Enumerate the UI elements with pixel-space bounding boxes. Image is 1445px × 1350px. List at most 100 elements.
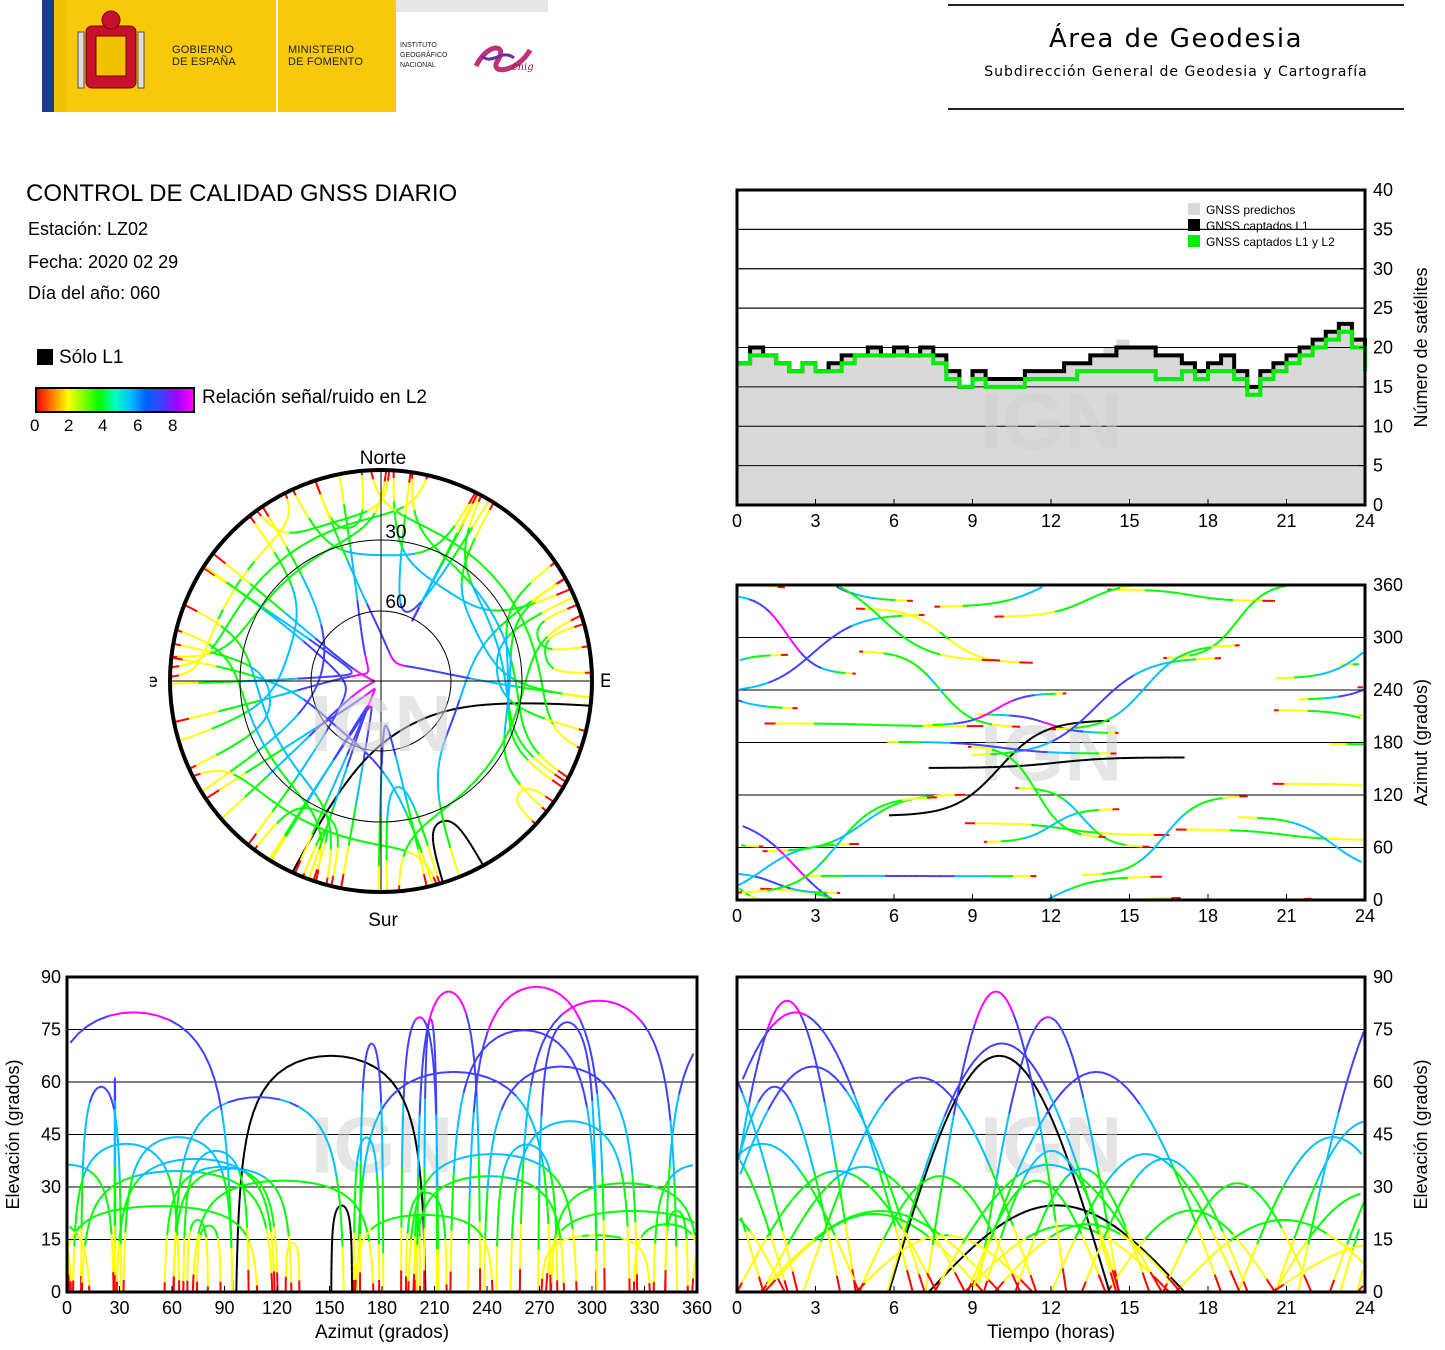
elaz-track-point — [672, 1170, 679, 1176]
elaz-track-point — [179, 1025, 190, 1035]
az-track-point — [1015, 749, 1022, 753]
az-track-point — [1042, 728, 1050, 733]
elaz-track-point — [557, 1042, 566, 1051]
elt-track-point — [1064, 1037, 1071, 1048]
elt-track-point — [922, 1231, 930, 1238]
skyplot-track-point — [544, 565, 551, 572]
elaz-track-point — [130, 1183, 136, 1192]
elaz-track-point — [279, 1098, 290, 1104]
area-title: Área de Geodesia — [1048, 24, 1304, 54]
elaz-track-point — [602, 1133, 610, 1141]
az-track-point — [816, 861, 823, 868]
az-track-point — [836, 585, 843, 591]
elaz-track-point — [230, 1179, 239, 1186]
skyplot-track-point — [457, 514, 463, 521]
elaz-track-point — [496, 1109, 503, 1121]
skyplot-track-point — [269, 825, 275, 831]
skyplot-track-point — [532, 756, 540, 763]
az-track-point — [814, 663, 819, 668]
skyplot-track-point — [465, 779, 477, 792]
skyplot-track-point — [257, 690, 263, 702]
skyplot-track-point — [307, 676, 317, 680]
az-track-point — [1089, 705, 1097, 714]
az-track-point — [1107, 716, 1113, 721]
az-track-point — [1110, 870, 1116, 874]
elaz-track-point — [279, 1197, 285, 1206]
elaz-track-point — [666, 1184, 670, 1206]
elt-track-point — [1056, 1224, 1063, 1228]
az-track-point — [1070, 723, 1079, 730]
az-track-point — [1081, 833, 1086, 837]
elaz-track-point — [343, 1205, 347, 1209]
skyplot-track-point — [423, 590, 429, 598]
skyplot-track-point — [323, 645, 334, 654]
az-track-point — [1101, 693, 1110, 702]
az-track-point — [1069, 759, 1076, 763]
az-track-point — [773, 676, 780, 682]
elaz-track-point — [210, 1105, 220, 1113]
az-track-point — [984, 747, 989, 750]
elaz-track-point — [170, 1187, 175, 1196]
elaz-track-point — [125, 1210, 128, 1222]
skyplot-track-point — [447, 723, 452, 733]
skyplot-track-point — [211, 724, 221, 730]
skyplot-track-point — [254, 668, 259, 674]
elaz-track-point — [289, 1242, 292, 1245]
elaz-track-point — [582, 1042, 587, 1052]
skyplot-track-point — [428, 869, 433, 874]
elaz-track-point — [287, 1244, 291, 1248]
elt-track-point — [1061, 1030, 1067, 1039]
skyplot-track-point — [415, 551, 422, 555]
sat-watermark: IGN — [980, 376, 1122, 465]
skyplot-track-point — [386, 503, 392, 509]
az-track-point — [957, 721, 961, 725]
skyplot-track-point — [279, 529, 283, 533]
az-track-point — [739, 658, 744, 662]
az-track-point — [896, 799, 903, 803]
elaz-track-point — [366, 1046, 370, 1051]
elaz-track-point — [250, 1246, 254, 1254]
skyplot-track-point — [403, 609, 407, 613]
az-xtick-label: 6 — [889, 906, 899, 926]
skyplot-track-point — [347, 664, 356, 671]
elaz-track-point — [665, 1226, 668, 1249]
skyplot-track-point — [351, 571, 359, 584]
elaz-track-point — [673, 1209, 676, 1213]
station: Estación: LZ02 — [28, 219, 149, 239]
elaz-points — [66, 985, 698, 1293]
skyplot-track-point — [358, 770, 363, 782]
elt-track-point — [1071, 1057, 1078, 1070]
az-track-point — [987, 773, 995, 781]
elaz-track-point — [194, 1207, 206, 1212]
elaz-track-point — [417, 1134, 420, 1156]
elaz-track-point — [559, 1239, 563, 1248]
skyplot-track-point — [195, 730, 205, 736]
skyplot-track-point — [387, 729, 391, 734]
skyplot-track-point — [266, 686, 270, 692]
elaz-track-point — [191, 1138, 199, 1143]
az-track-point — [752, 703, 758, 707]
az-track-point — [930, 679, 937, 686]
az-track-point — [740, 687, 747, 691]
elaz-track-point — [634, 1256, 637, 1262]
skyplot-track-point — [313, 849, 321, 865]
skyplot-track-point — [222, 747, 230, 753]
elaz-track-point — [295, 1246, 298, 1249]
skyplot-track-point — [435, 823, 439, 827]
skyplot-track-point — [248, 663, 254, 673]
elaz-track-point — [238, 1171, 243, 1179]
skyplot-track-point — [476, 632, 482, 641]
elaz-track-point — [615, 1153, 620, 1163]
elaz-track-point — [476, 1115, 480, 1135]
elaz-track-point — [539, 1148, 544, 1163]
elaz-track-point — [369, 1249, 373, 1258]
skyplot-track-point — [477, 523, 483, 532]
elaz-track-point — [609, 1090, 617, 1101]
skyplot-track-point — [398, 599, 402, 604]
elaz-track-point — [111, 1102, 115, 1110]
skyplot-track-point — [410, 561, 417, 568]
skyplot-track-point — [260, 605, 272, 615]
az-track-point — [1027, 747, 1035, 751]
skyplot-track-point — [541, 771, 548, 778]
elaz-track-point — [384, 1217, 393, 1222]
